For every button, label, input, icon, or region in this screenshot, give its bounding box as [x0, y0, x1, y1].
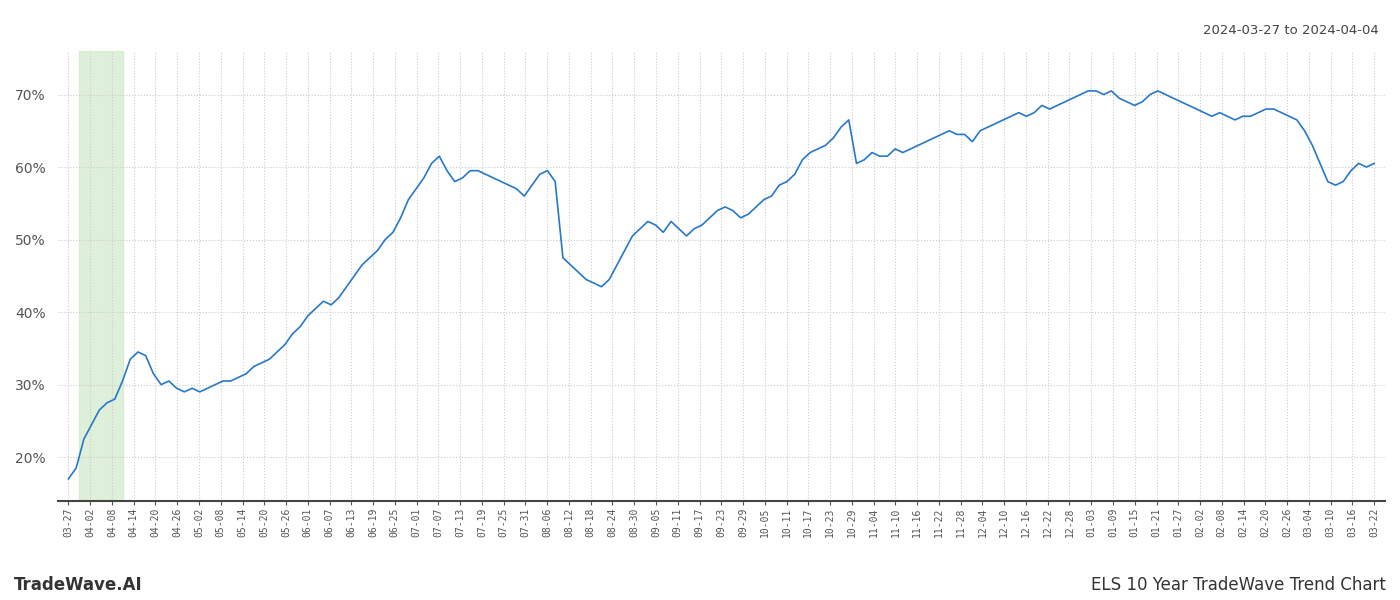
Text: TradeWave.AI: TradeWave.AI	[14, 576, 143, 594]
Text: 2024-03-27 to 2024-04-04: 2024-03-27 to 2024-04-04	[1203, 24, 1379, 37]
Text: ELS 10 Year TradeWave Trend Chart: ELS 10 Year TradeWave Trend Chart	[1091, 576, 1386, 594]
Bar	[80, 51, 123, 500]
